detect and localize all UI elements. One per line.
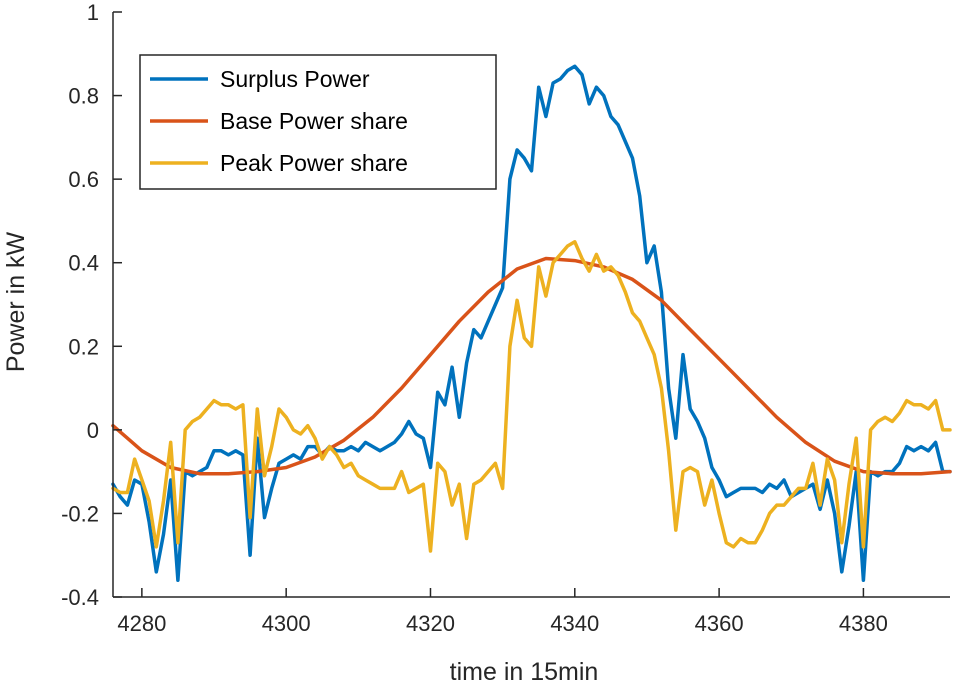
series-line-2 (111, 240, 952, 553)
y-axis-ticks: -0.4 -0.2 0 0.2 0.4 0.6 0.8 1 (61, 0, 122, 610)
y-tick-label: 0 (87, 418, 99, 443)
series-layer (111, 64, 952, 583)
x-tick-label: 4380 (839, 611, 888, 636)
axes-layer (112, 12, 950, 598)
x-axis-label: time in 15min (450, 658, 599, 686)
y-tick-label: -0.2 (61, 501, 99, 526)
x-tick-label: 4300 (262, 611, 311, 636)
x-tick-label: 4340 (550, 611, 599, 636)
series-line-0 (111, 64, 952, 583)
x-tick-label: 4320 (406, 611, 455, 636)
legend-entry-0: Surplus Power (220, 66, 370, 92)
x-tick-label: 4360 (695, 611, 744, 636)
legend-entry-2: Peak Power share (220, 150, 408, 176)
y-axis-label: Power in kW (2, 231, 30, 372)
y-tick-label: 0.4 (68, 251, 99, 276)
y-tick-label: 0.8 (68, 84, 99, 109)
y-tick-label: 1 (87, 0, 99, 25)
legend-entry-1: Base Power share (220, 108, 408, 134)
x-tick-label: 4280 (117, 611, 166, 636)
y-tick-label: 0.2 (68, 334, 99, 359)
legend: Surplus Power Base Power share Peak Power … (139, 54, 497, 190)
x-axis-ticks: 4280 4300 4320 4340 4360 4380 (117, 588, 888, 636)
y-tick-label: 0.6 (68, 167, 99, 192)
y-tick-label: -0.4 (61, 585, 99, 610)
